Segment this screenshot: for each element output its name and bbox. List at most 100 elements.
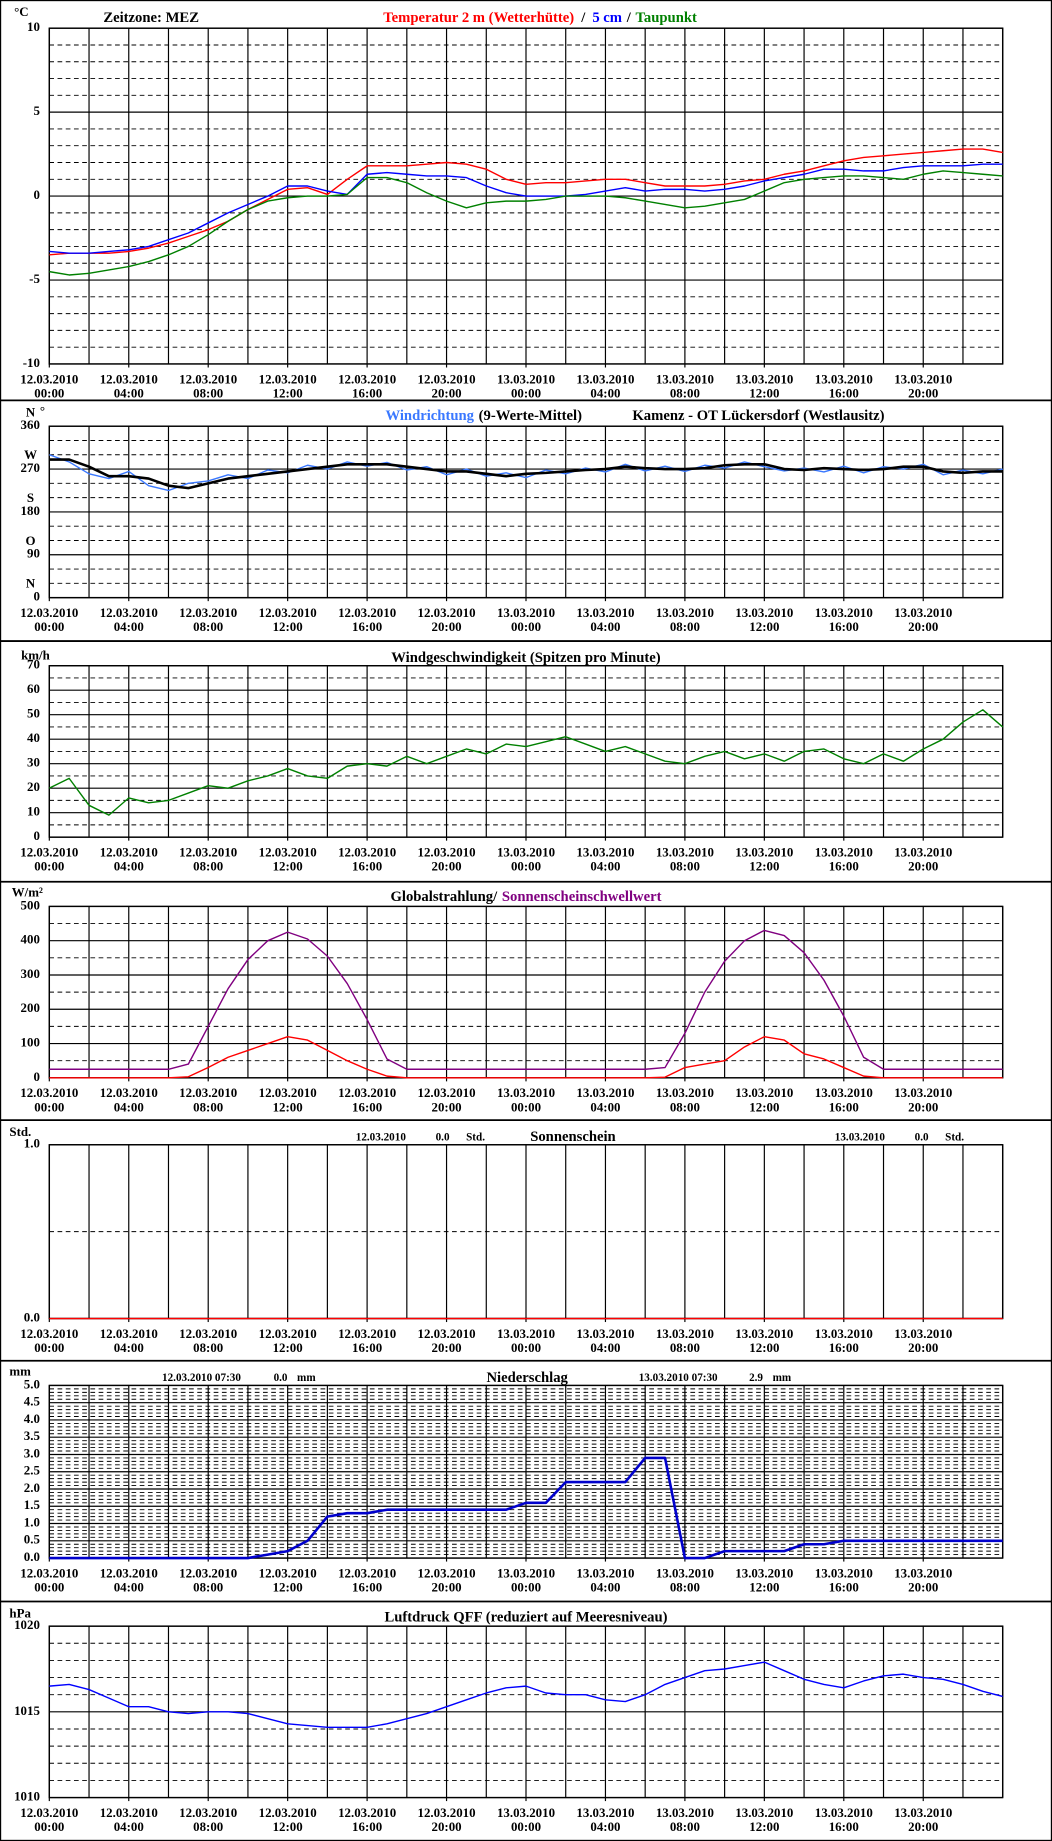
x-tick-label: 00:00 — [511, 1819, 541, 1834]
x-tick-label: 13.03.2010 — [735, 371, 793, 386]
annotation-unit: mm — [773, 1372, 792, 1384]
x-tick-label: 13.03.2010 — [815, 1805, 873, 1820]
x-tick-label: 12:00 — [273, 1819, 303, 1834]
x-tick-label: 13.03.2010 — [815, 845, 873, 860]
x-tick-label: 16:00 — [352, 619, 382, 634]
x-tick-label: 00:00 — [34, 385, 64, 400]
x-tick-label: 12.03.2010 — [418, 1326, 476, 1341]
x-tick-label: 13.03.2010 — [656, 371, 714, 386]
x-tick-label: 12:00 — [273, 385, 303, 400]
x-tick-label: 04:00 — [114, 859, 144, 874]
x-tick-label: 12.03.2010 — [100, 1085, 158, 1100]
y-tick-label: 0 — [33, 187, 39, 202]
y-tick-label: 4.5 — [24, 1394, 40, 1409]
x-tick-label: 12:00 — [273, 1340, 303, 1355]
x-tick-label: 13.03.2010 — [656, 1326, 714, 1341]
y-axis-label: hPa — [9, 1605, 31, 1620]
data-line — [49, 148, 1003, 256]
chart-title: Windgeschwindigkeit (Spitzen pro Minute) — [391, 650, 661, 666]
x-tick-label: 13.03.2010 — [497, 1805, 555, 1820]
y-tick-label: 1.0 — [24, 1136, 40, 1151]
compass-label: S — [27, 490, 34, 505]
x-tick-label: 04:00 — [590, 859, 620, 874]
x-tick-label: 20:00 — [908, 1819, 938, 1834]
x-tick-label: 08:00 — [670, 1099, 700, 1114]
x-tick-label: 04:00 — [114, 385, 144, 400]
x-tick-label: 13.03.2010 — [735, 1326, 793, 1341]
y-axis-label: km/h — [21, 647, 50, 662]
x-tick-label: 20:00 — [431, 859, 461, 874]
x-tick-label: 12.03.2010 — [20, 371, 78, 386]
legend-entry: Taupunkt — [636, 10, 698, 26]
chart-title: Sonnenschein — [530, 1129, 616, 1145]
legend-separator: / — [626, 10, 632, 26]
y-tick-label: 100 — [21, 1035, 40, 1050]
x-tick-label: 12.03.2010 — [20, 1085, 78, 1100]
x-tick-label: 08:00 — [670, 859, 700, 874]
data-line — [49, 454, 1003, 492]
x-tick-label: 20:00 — [908, 385, 938, 400]
x-tick-label: 00:00 — [511, 619, 541, 634]
legend-title: Globalstrahlung/Sonnenscheinschwellwert — [390, 890, 661, 906]
y-tick-label: 4.0 — [24, 1411, 40, 1426]
x-tick-label: 13.03.2010 — [894, 845, 952, 860]
y-tick-label: 10 — [27, 804, 40, 819]
legend-title: Windrichtung (9-Werte-Mittel) — [385, 408, 582, 424]
x-tick-label: 13.03.2010 — [815, 1085, 873, 1100]
y-tick-label: 40 — [27, 730, 40, 745]
y-tick-label: 300 — [21, 966, 40, 981]
x-tick-label: 08:00 — [193, 619, 223, 634]
timezone: Zeitzone: MEZ — [103, 10, 199, 26]
x-tick-label: 13.03.2010 — [894, 371, 952, 386]
y-tick-label: 20 — [27, 779, 40, 794]
annotation-unit: Std. — [945, 1131, 964, 1143]
x-tick-label: 04:00 — [114, 1580, 144, 1595]
x-tick-label: 20:00 — [908, 1580, 938, 1595]
x-tick-label: 00:00 — [511, 1580, 541, 1595]
annotation-date: 13.03.2010 07:30 — [639, 1372, 718, 1384]
x-tick-label: 04:00 — [590, 619, 620, 634]
x-tick-label: 12:00 — [749, 619, 779, 634]
y-axis-label: W/m² — [12, 884, 43, 899]
x-tick-label: 12:00 — [749, 859, 779, 874]
x-tick-label: 13.03.2010 — [894, 605, 952, 620]
x-tick-label: 12.03.2010 — [20, 605, 78, 620]
x-tick-label: 12.03.2010 — [338, 605, 396, 620]
y-tick-label: 1010 — [14, 1789, 40, 1804]
x-tick-label: 08:00 — [670, 619, 700, 634]
y-axis-label: ° — [40, 403, 45, 418]
x-tick-label: 13.03.2010 — [815, 371, 873, 386]
legend-entry: 5 cm — [592, 10, 622, 26]
x-tick-label: 20:00 — [908, 619, 938, 634]
y-tick-label: 0.0 — [24, 1549, 40, 1564]
x-tick-label: 13.03.2010 — [656, 605, 714, 620]
x-tick-label: 13.03.2010 — [656, 845, 714, 860]
x-tick-label: 16:00 — [829, 619, 859, 634]
data-line — [49, 163, 1003, 254]
x-tick-label: 13.03.2010 — [894, 1326, 952, 1341]
x-tick-label: 00:00 — [34, 1580, 64, 1595]
x-tick-label: 12.03.2010 — [259, 1085, 317, 1100]
y-tick-label: 50 — [27, 706, 40, 721]
x-tick-label: 12.03.2010 — [179, 605, 237, 620]
x-tick-label: 04:00 — [590, 1819, 620, 1834]
y-tick-label: 0 — [33, 1069, 39, 1084]
x-tick-label: 16:00 — [352, 1099, 382, 1114]
x-tick-label: 08:00 — [670, 1580, 700, 1595]
y-tick-label: 3.5 — [24, 1428, 40, 1443]
x-tick-label: 04:00 — [114, 619, 144, 634]
x-tick-label: 00:00 — [34, 1099, 64, 1114]
legend-separator: / — [580, 10, 586, 26]
x-tick-label: 12:00 — [749, 1340, 779, 1355]
annotation-unit: mm — [297, 1372, 316, 1384]
y-tick-label: 30 — [27, 755, 40, 770]
x-tick-label: 12.03.2010 — [179, 1085, 237, 1100]
y-tick-label: 0.5 — [24, 1532, 40, 1547]
x-tick-label: 08:00 — [193, 859, 223, 874]
x-tick-label: 13.03.2010 — [894, 1565, 952, 1580]
x-tick-label: 12.03.2010 — [100, 1565, 158, 1580]
x-tick-label: 04:00 — [114, 1340, 144, 1355]
chart-panel: 0.0 0.5 1.0 1.5 2.0 2.5 3.0 3.5 4.0 4.5 5.0 12.03.2… — [20, 1376, 1004, 1595]
x-tick-label: 16:00 — [829, 1099, 859, 1114]
